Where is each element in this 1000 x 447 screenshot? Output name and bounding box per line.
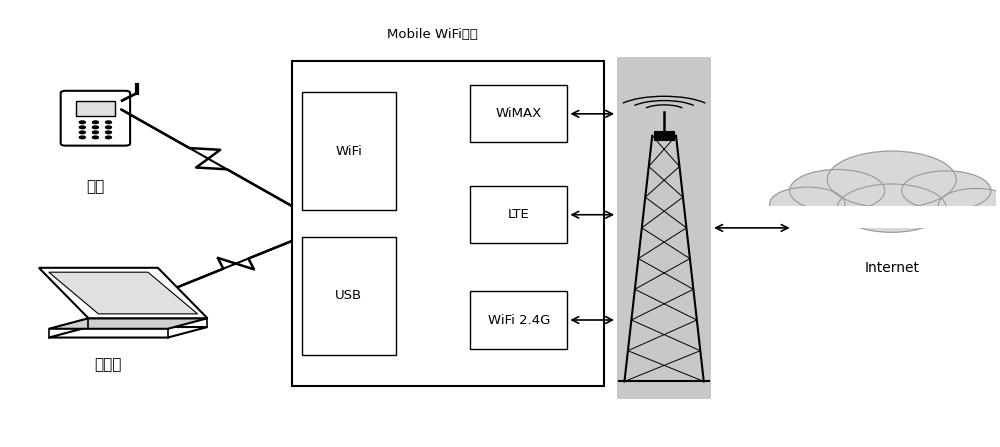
Bar — [76, 101, 115, 116]
Bar — [302, 236, 396, 355]
Text: Mobile WiFi终端: Mobile WiFi终端 — [387, 29, 478, 42]
Bar — [470, 186, 567, 243]
Text: LTE: LTE — [508, 208, 530, 221]
Circle shape — [92, 126, 98, 129]
Bar — [654, 131, 674, 140]
Text: USB: USB — [335, 289, 362, 302]
Circle shape — [79, 121, 85, 123]
Bar — [470, 291, 567, 349]
Circle shape — [837, 184, 946, 232]
Circle shape — [770, 187, 845, 220]
FancyBboxPatch shape — [61, 91, 130, 146]
Circle shape — [106, 131, 111, 134]
Bar — [617, 57, 711, 399]
Bar — [302, 92, 396, 211]
Circle shape — [938, 188, 1000, 222]
Circle shape — [106, 126, 111, 129]
Circle shape — [79, 126, 85, 129]
Circle shape — [106, 136, 111, 139]
Polygon shape — [49, 327, 207, 337]
Bar — [470, 85, 567, 142]
Text: 便携机: 便携机 — [95, 357, 122, 372]
Bar — [763, 206, 1000, 228]
Circle shape — [79, 136, 85, 139]
Text: WiFi 2.4G: WiFi 2.4G — [488, 313, 550, 326]
Text: 手机: 手机 — [86, 180, 105, 194]
Polygon shape — [39, 268, 207, 318]
Polygon shape — [49, 318, 207, 329]
Polygon shape — [49, 272, 198, 314]
Circle shape — [790, 169, 885, 212]
Bar — [292, 61, 604, 386]
Text: Internet: Internet — [864, 261, 919, 275]
Circle shape — [92, 131, 98, 134]
Circle shape — [92, 136, 98, 139]
Circle shape — [79, 131, 85, 134]
Circle shape — [827, 151, 956, 208]
Text: WiMAX: WiMAX — [496, 107, 542, 120]
Circle shape — [92, 121, 98, 123]
Circle shape — [902, 171, 991, 211]
Circle shape — [106, 121, 111, 123]
Text: WiFi: WiFi — [335, 145, 362, 158]
